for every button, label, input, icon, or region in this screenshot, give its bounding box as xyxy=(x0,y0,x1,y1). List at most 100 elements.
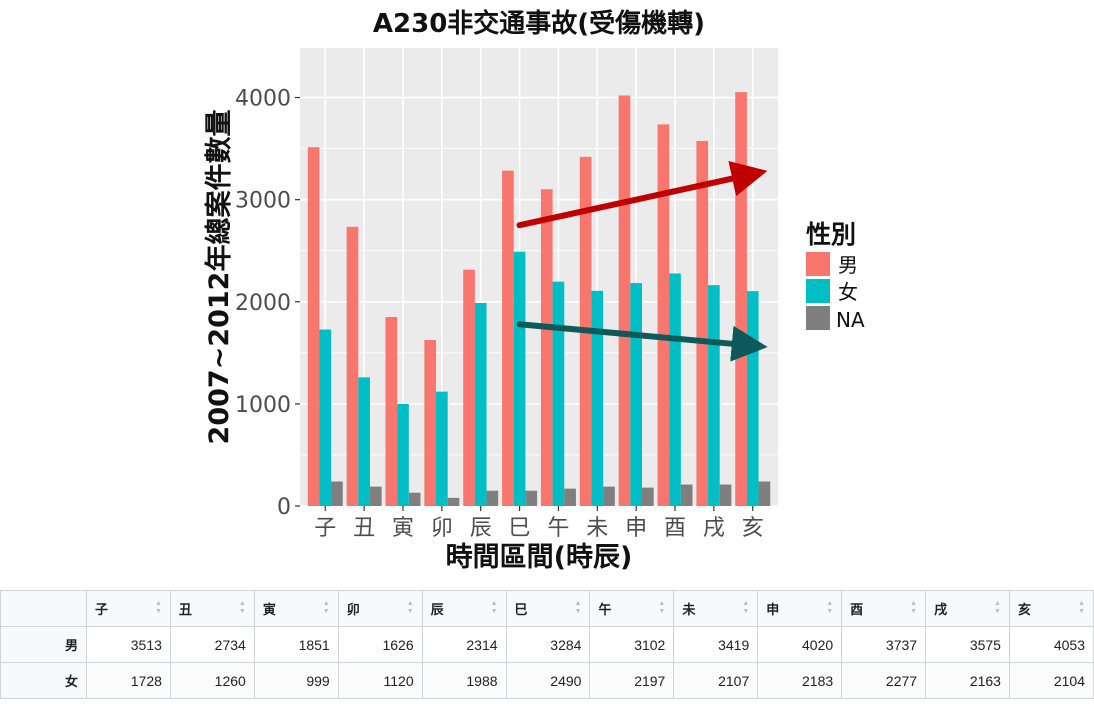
sort-icon[interactable]: ▲ ▼ xyxy=(490,600,498,615)
table-cell: 1728 xyxy=(86,662,171,699)
sort-icon[interactable]: ▲ ▼ xyxy=(742,600,750,615)
column-header-label: 丑 xyxy=(178,602,192,617)
x-tick-label: 酉 xyxy=(664,516,686,541)
table-header-row: 子 ▲ ▼ 丑 ▲ ▼ 寅 ▲ ▼ 卯 ▲ ▼ 辰 ▲ ▼ 巳 ▲ ▼ 午 ▲ ▼ 未 ▲ ▼ 申 ▲ ▼ 酉 ▲ ▼ 戌 ▲ ▼ 亥 ▲ ▼ xyxy=(0,590,1094,627)
bar-NA-酉 xyxy=(680,484,693,506)
column-header-寅[interactable]: 寅 ▲ ▼ xyxy=(253,590,339,627)
column-header-申[interactable]: 申 ▲ ▼ xyxy=(757,590,843,627)
y-axis-ticks: 0 1000 2000 3000 4000 xyxy=(235,87,300,520)
bar-NA-丑 xyxy=(369,486,382,506)
column-header-卯[interactable]: 卯 ▲ ▼ xyxy=(337,590,423,627)
table-cell: 2277 xyxy=(841,662,927,699)
bar-男-午 xyxy=(540,189,553,506)
y-tick-label: 4000 xyxy=(235,87,291,112)
column-header-巳[interactable]: 巳 ▲ ▼ xyxy=(505,590,591,627)
trend-arrows xyxy=(516,161,768,362)
bar-女-子 xyxy=(319,329,332,506)
bar-女-未 xyxy=(591,290,604,506)
bar-男-酉 xyxy=(657,124,670,506)
bar-女-辰 xyxy=(474,302,487,506)
column-header-label: 子 xyxy=(95,602,109,617)
bar-NA-戌 xyxy=(719,484,732,506)
x-axis-ticks: 子丑寅卯辰巳午未申酉戌亥 xyxy=(314,506,764,541)
sort-icon[interactable]: ▲ ▼ xyxy=(1078,600,1085,615)
bar-女-寅 xyxy=(397,403,409,506)
table-cell: 2163 xyxy=(925,662,1010,699)
bar-女-申 xyxy=(630,283,642,506)
column-header-label: 卯 xyxy=(346,602,360,617)
column-header-丑[interactable]: 丑 ▲ ▼ xyxy=(169,590,255,627)
bar-男-寅 xyxy=(385,316,398,506)
x-tick-label: 辰 xyxy=(470,516,492,541)
table-cell: 2183 xyxy=(757,662,843,699)
data-table: 子 ▲ ▼ 丑 ▲ ▼ 寅 ▲ ▼ 卯 ▲ ▼ 辰 ▲ ▼ 巳 ▲ ▼ 午 ▲ ▼ 未 ▲ ▼ 申 ▲ ▼ 酉 ▲ ▼ 戌 ▲ ▼ 亥 ▲ ▼ 男 35… xyxy=(0,590,1094,704)
sort-icon[interactable]: ▲ ▼ xyxy=(658,600,666,615)
table-cell: 1120 xyxy=(337,662,423,699)
bar-NA-卯 xyxy=(447,497,460,506)
column-header-label: 申 xyxy=(766,602,780,617)
chart-area: 0 1000 2000 3000 4000 子丑寅卯辰巳午未申酉戌亥 A230非交通事故… xyxy=(203,8,865,573)
column-header-辰[interactable]: 辰 ▲ ▼ xyxy=(421,590,507,627)
column-header-子[interactable]: 子 ▲ ▼ xyxy=(86,590,171,627)
x-tick-label: 丑 xyxy=(353,516,375,541)
bar-NA-巳 xyxy=(525,490,538,506)
bar-NA-寅 xyxy=(408,492,421,506)
sort-icon[interactable]: ▲ ▼ xyxy=(154,600,162,615)
bar-NA-子 xyxy=(331,481,343,506)
sort-icon[interactable]: ▲ ▼ xyxy=(322,600,330,615)
column-header-label: 巳 xyxy=(514,602,528,617)
sort-icon[interactable]: ▲ ▼ xyxy=(994,600,1001,615)
table-cell: 3737 xyxy=(841,626,927,663)
table-cell: 4020 xyxy=(757,626,843,663)
table-cell: 1851 xyxy=(253,626,339,663)
trend-arrow-female xyxy=(516,321,768,362)
column-header-label: 午 xyxy=(598,602,612,617)
sort-icon[interactable]: ▲ ▼ xyxy=(910,600,918,615)
column-header-未[interactable]: 未 ▲ ▼ xyxy=(673,590,759,627)
column-header-label: 寅 xyxy=(262,602,276,617)
legend-swatch-na xyxy=(806,306,830,330)
table-row: 男 3513 2734 1851 1626 2314 3284 3102 3419 4020 373… xyxy=(0,626,1094,663)
table-cell: 3419 xyxy=(673,626,759,663)
column-header-label: 辰 xyxy=(430,602,444,617)
bar-女-卯 xyxy=(436,391,448,506)
legend-label-female: 女 xyxy=(838,280,858,304)
x-tick-label: 午 xyxy=(547,516,569,541)
table-cell: 3513 xyxy=(86,626,171,663)
table-cell: 1626 xyxy=(337,626,423,663)
sort-icon[interactable]: ▲ ▼ xyxy=(238,600,246,615)
bar-NA-申 xyxy=(641,487,654,506)
table-cell: 3102 xyxy=(589,626,675,663)
sort-icon[interactable]: ▲ ▼ xyxy=(406,600,414,615)
bar-女-酉 xyxy=(669,273,681,506)
bar-男-戌 xyxy=(696,140,709,506)
legend-title: 性別 xyxy=(806,220,856,249)
column-header-label: 酉 xyxy=(850,602,864,617)
bar-女-亥 xyxy=(746,291,759,506)
row-header: 男 xyxy=(0,626,87,663)
x-tick-label: 申 xyxy=(625,516,647,541)
bar-NA-亥 xyxy=(758,481,771,506)
table-cell: 4053 xyxy=(1008,626,1094,663)
bar-男-申 xyxy=(618,95,631,506)
table-cell: 3575 xyxy=(925,626,1010,663)
legend: 性別 男 女 NA xyxy=(806,220,865,332)
table-body: 男 3513 2734 1851 1626 2314 3284 3102 3419 4020 373… xyxy=(0,626,1094,699)
column-header-戌[interactable]: 戌 ▲ ▼ xyxy=(925,590,1010,627)
bar-女-巳 xyxy=(513,251,526,506)
column-header-酉[interactable]: 酉 ▲ ▼ xyxy=(841,590,927,627)
column-header-午[interactable]: 午 ▲ ▼ xyxy=(589,590,675,627)
x-tick-label: 巳 xyxy=(509,516,531,541)
bar-男-辰 xyxy=(463,269,475,506)
sort-icon[interactable]: ▲ ▼ xyxy=(826,600,834,615)
table-cell: 999 xyxy=(253,662,339,699)
column-header-label: 亥 xyxy=(1017,602,1031,617)
y-tick-label: 1000 xyxy=(235,393,291,418)
row-header: 女 xyxy=(0,662,87,699)
bar-女-午 xyxy=(552,281,565,506)
column-header-亥[interactable]: 亥 ▲ ▼ xyxy=(1008,590,1094,627)
table-cell: 3284 xyxy=(505,626,591,663)
sort-icon[interactable]: ▲ ▼ xyxy=(574,600,582,615)
bar-女-丑 xyxy=(358,377,370,506)
bar-女-戌 xyxy=(708,285,720,506)
